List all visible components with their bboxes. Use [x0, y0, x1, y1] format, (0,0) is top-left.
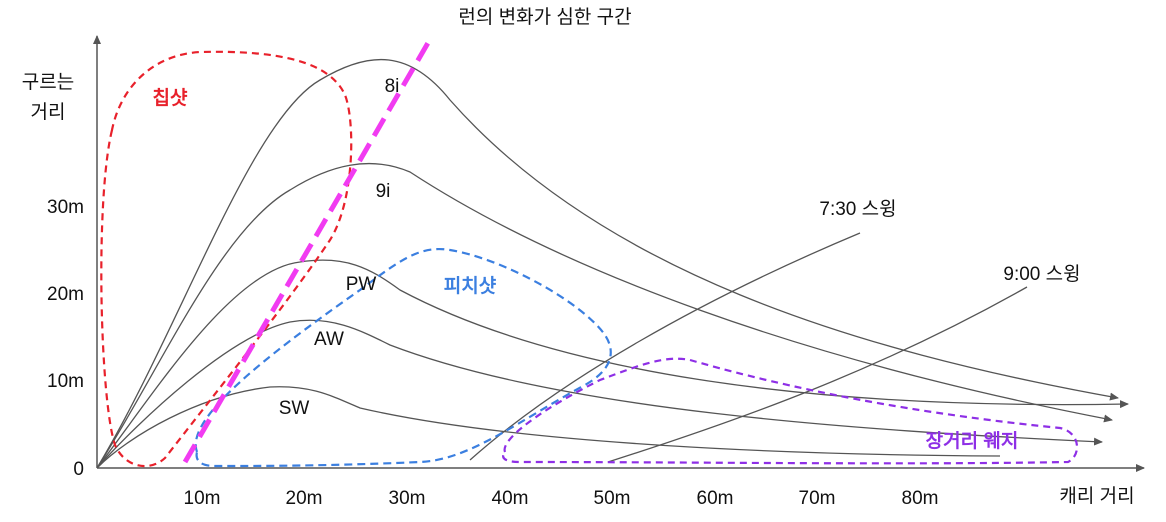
chip-zone-outline [100, 50, 353, 468]
pitch-zone-outline [194, 248, 612, 468]
x-tick-label: 60m [697, 488, 734, 509]
swing-label-900: 9:00 스윙 [1003, 263, 1080, 285]
club-label-9i: 9i [376, 181, 391, 202]
x-axis-label: 캐리 거리 [1059, 485, 1134, 507]
run-change-line [182, 34, 435, 464]
y-tick-label: 20m [47, 284, 84, 305]
x-tick-label: 20m [286, 488, 323, 509]
x-tick-label: 50m [594, 488, 631, 509]
long-wedge-zone-outline [502, 357, 1078, 465]
x-tick-label: 70m [799, 488, 836, 509]
y-tick-label: 0 [73, 459, 84, 480]
curve-8i [96, 58, 1119, 469]
curve-pw [96, 259, 1129, 469]
club-label-sw: SW [279, 398, 310, 419]
y-axis-label-line2: 거리 [31, 101, 66, 123]
y-tick-label: 10m [47, 371, 84, 392]
y-tick-label: 30m [47, 197, 84, 218]
x-tick-label: 10m [184, 488, 221, 509]
club-label-aw: AW [314, 329, 344, 350]
curve-aw [96, 319, 1103, 469]
swing-line-730 [469, 232, 861, 461]
club-label-8i: 8i [385, 76, 400, 97]
swing-label-730: 7:30 스윙 [819, 198, 896, 220]
long-wedge-zone-label: 장거리 웨지 [926, 430, 1019, 452]
x-tick-label: 40m [492, 488, 529, 509]
pitch-zone-label: 피치샷 [444, 275, 497, 297]
curve-sw [96, 386, 1001, 469]
x-tick-label: 30m [389, 488, 426, 509]
chip-zone-label: 칩샷 [153, 87, 188, 109]
x-tick-label: 80m [902, 488, 939, 509]
diagram-title: 런의 변화가 심한 구간 [458, 6, 631, 28]
curve-9i [96, 162, 1113, 469]
club-label-pw: PW [346, 274, 377, 295]
y-axis-label-line1: 구르는 [22, 72, 74, 93]
